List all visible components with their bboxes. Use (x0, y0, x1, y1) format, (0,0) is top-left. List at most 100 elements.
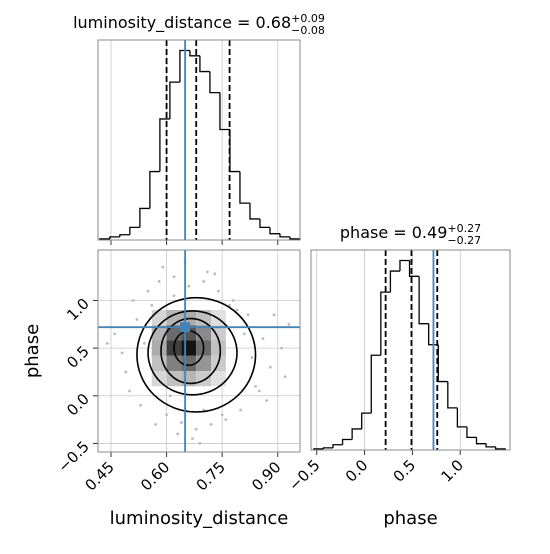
hist-step (361, 412, 372, 429)
sample-point (268, 365, 272, 369)
sample-point (179, 421, 183, 424)
density-cell (181, 340, 197, 356)
sample-point (172, 275, 176, 279)
hist-step (475, 437, 487, 445)
hist-step (322, 447, 334, 449)
hist-step (149, 170, 160, 209)
hist-step (189, 50, 200, 57)
density-cell (151, 340, 167, 356)
sample-point (187, 284, 191, 288)
sample-point (205, 270, 209, 274)
hist-step (466, 426, 477, 439)
sample-point (257, 389, 261, 393)
sample-point (220, 413, 224, 417)
sample-point (131, 299, 135, 302)
hist-step (249, 203, 260, 220)
sample-point (243, 332, 246, 336)
hist-step (169, 81, 180, 119)
sample-point (124, 370, 128, 374)
sample-point (157, 280, 161, 283)
x-axis-label: phase (383, 508, 437, 529)
density-cell (196, 371, 212, 387)
hist-step (199, 55, 210, 73)
hist-step (209, 71, 220, 94)
density-cell (211, 325, 226, 341)
hist-step (159, 118, 170, 172)
title-sup: +0.27 (447, 222, 481, 235)
title-main: phase = 0.49 (340, 223, 447, 242)
sample-point (213, 272, 217, 276)
hist-step (408, 260, 420, 277)
sample-point (172, 294, 176, 298)
sample-point (176, 432, 180, 436)
contour (147, 310, 238, 396)
sample-point (217, 289, 220, 293)
sample-point (287, 322, 291, 326)
panel-title: phase = 0.49+0.27 −0.27 (340, 222, 481, 247)
hist-step (351, 428, 362, 440)
y-axis-label: phase (22, 324, 43, 378)
sample-point (191, 437, 194, 441)
sample-point (161, 265, 165, 269)
sample-point (168, 394, 172, 398)
hist-step (447, 381, 458, 409)
sample-point (142, 341, 146, 345)
hist-step (399, 259, 410, 272)
axes-frame (310, 249, 511, 451)
density-cell (151, 355, 167, 372)
sample-point (280, 346, 283, 350)
sample-point (120, 351, 124, 355)
hist-step (239, 171, 250, 204)
sample-point (105, 341, 109, 345)
hist-step (389, 270, 400, 293)
sample-point (198, 442, 202, 445)
panel-title: luminosity_distance = 0.68+0.09 −0.08 (73, 12, 325, 37)
sample-point (239, 408, 243, 412)
sample-point (261, 337, 265, 341)
hist-step (494, 446, 506, 450)
density-cell (151, 310, 167, 326)
axes-frame (97, 249, 301, 453)
sample-point (165, 413, 168, 417)
sample-point (135, 318, 139, 321)
contour (136, 296, 257, 413)
title-main: luminosity_distance = 0.68 (73, 13, 291, 33)
hist-step (259, 218, 270, 229)
density-cell (166, 355, 182, 372)
hist-step (179, 49, 190, 83)
density-cell (211, 340, 226, 356)
axes-frame (97, 39, 301, 241)
sample-point (128, 389, 131, 393)
title-sub: −0.08 (291, 24, 325, 37)
hist-step (139, 207, 150, 228)
contour (160, 317, 222, 385)
hist-step (341, 438, 353, 445)
hist-step (119, 234, 130, 237)
title-sup: +0.09 (291, 12, 325, 25)
hist-step (437, 344, 448, 383)
sample-point (283, 375, 287, 379)
sample-point (235, 308, 239, 312)
density-cell (211, 371, 226, 387)
title-sub: −0.27 (447, 234, 481, 247)
sample-point (265, 399, 269, 402)
sample-point (113, 332, 117, 336)
hist-step (129, 226, 140, 235)
x-axis-label: luminosity_distance (110, 508, 289, 529)
hist-step (370, 354, 381, 414)
hist-step (332, 444, 343, 448)
hist-step (485, 443, 496, 448)
sample-point (231, 299, 235, 302)
sample-point (209, 422, 213, 426)
hist-step (109, 236, 120, 239)
sample-point (139, 403, 143, 407)
hist-step (380, 291, 391, 356)
sample-point (246, 313, 250, 317)
sample-point (272, 313, 276, 317)
truth-marker (180, 322, 191, 333)
sample-point (250, 356, 254, 360)
sample-point (254, 384, 257, 388)
sample-point (194, 427, 198, 431)
